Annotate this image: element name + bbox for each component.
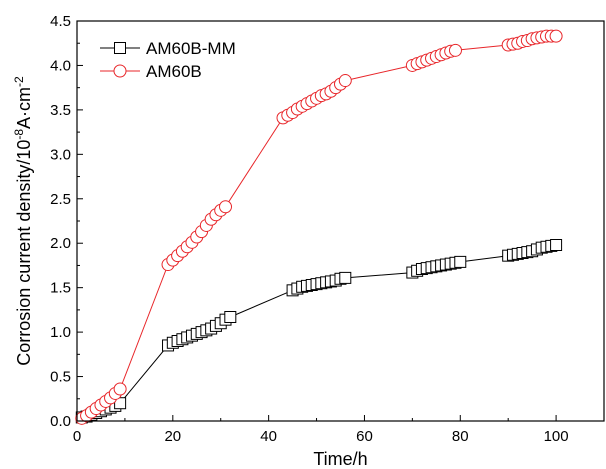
y-tick-label: 0.5 [50, 369, 71, 386]
data-point-circle [448, 43, 462, 57]
y-axis-label-exponent: -8 [12, 129, 26, 140]
y-tick-label: 2.5 [50, 191, 71, 208]
legend-item-am60b: AM60B [100, 62, 202, 81]
data-point-square [224, 311, 237, 323]
legend-label-am60b: AM60B [146, 62, 202, 81]
data-point-circle [338, 74, 352, 88]
y-tick-label: 4.5 [50, 13, 71, 30]
y-tick-label: 0.0 [50, 413, 71, 430]
data-point-circle [219, 200, 233, 214]
x-tick-label: 20 [164, 428, 181, 445]
legend-marker-square [114, 42, 126, 54]
y-axis-label-unit-exponent: -2 [12, 76, 26, 87]
y-tick-label: 1.5 [50, 280, 71, 297]
data-point-circle [113, 382, 127, 396]
y-tick-label: 4.0 [50, 57, 71, 74]
x-tick-label: 60 [356, 428, 373, 445]
x-tick-label: 40 [260, 428, 277, 445]
axis-ticks: 0 20 40 60 80 100 0.0 0.5 1.0 1.5 2.0 2.5 3.0 3.5 4.0 4… [50, 13, 568, 445]
x-axis-label: Time/h [313, 449, 367, 469]
data-point-square [550, 239, 563, 251]
x-tick-label: 80 [452, 428, 469, 445]
x-tick-label: 0 [73, 428, 81, 445]
y-tick-label: 2.0 [50, 235, 71, 252]
legend-item-am60b-mm: AM60B-MM [100, 39, 236, 58]
y-axis-label: Corrosion current density/10-8A·cm-2 [12, 76, 34, 366]
data-point-square [454, 255, 467, 268]
x-tick-label: 100 [544, 428, 569, 445]
y-axis-label-main: Corrosion current density/10 [14, 140, 34, 366]
y-axis-label-unit: A·cm [14, 87, 34, 129]
series-am60b [75, 29, 563, 425]
series-am60b-mm [75, 239, 563, 424]
y-tick-label: 3.0 [50, 146, 71, 163]
legend-marker-circle [113, 64, 127, 78]
series-layer [75, 29, 563, 425]
y-tick-label: 1.0 [50, 324, 71, 341]
legend-label-am60b-mm: AM60B-MM [146, 39, 236, 58]
data-point-circle [549, 29, 563, 43]
y-tick-label: 3.5 [50, 102, 71, 119]
legend: AM60B-MM AM60B [100, 39, 236, 81]
data-point-square [339, 271, 352, 284]
